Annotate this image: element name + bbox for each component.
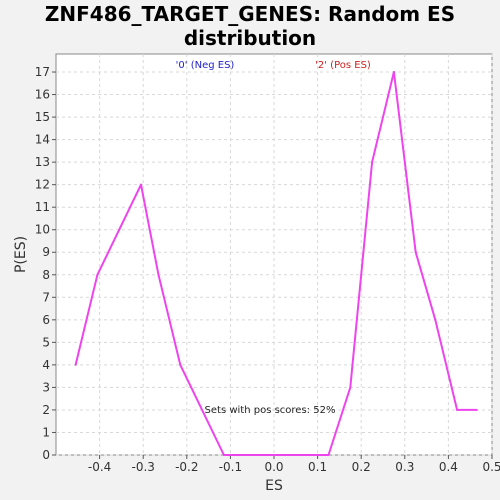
data-point (118, 228, 121, 231)
data-point (456, 408, 459, 411)
x-tick-label: 0.1 (308, 460, 327, 474)
y-tick-label: 14 (35, 133, 50, 147)
x-tick-label: 0.5 (482, 460, 500, 474)
y-tick-label: 8 (42, 268, 50, 282)
x-tick-label: 0.4 (439, 460, 458, 474)
data-point (140, 183, 143, 186)
y-tick-label: 1 (42, 425, 50, 439)
data-point (157, 273, 160, 276)
y-tick-label: 17 (35, 65, 50, 79)
x-axis-label: ES (265, 478, 283, 494)
y-tick-label: 6 (42, 313, 50, 327)
y-tick-label: 11 (35, 200, 50, 214)
chart-title-line1: ZNF486_TARGET_GENES: Random ES (44, 2, 456, 26)
y-tick-label: 5 (42, 335, 50, 349)
series-group (74, 71, 478, 456)
data-point (74, 363, 77, 366)
x-tick-label: -0.3 (131, 460, 154, 474)
y-tick-label: 15 (35, 110, 50, 124)
y-tick-label: 9 (42, 245, 50, 259)
chart-title: ZNF486_TARGET_GENES: Random ES distribut… (0, 2, 500, 50)
y-tick-label: 2 (42, 403, 50, 417)
data-point (242, 454, 245, 456)
x-tick-label: 0.2 (352, 460, 371, 474)
data-point (96, 273, 99, 276)
y-tick-label: 4 (42, 358, 50, 372)
pos-scores-annotation: Sets with pos scores: 52% (205, 405, 336, 416)
data-point (273, 454, 275, 456)
y-tick-label: 16 (35, 88, 50, 102)
data-point (327, 454, 330, 456)
data-point (349, 386, 352, 389)
y-tick-label: 7 (42, 290, 50, 304)
data-point (475, 408, 478, 411)
grid (56, 54, 493, 456)
y-tick-label: 12 (35, 178, 50, 192)
data-point (179, 363, 182, 366)
pos-es-label: '2' (Pos ES) (315, 60, 371, 71)
x-tick-label: -0.4 (88, 460, 111, 474)
data-point (434, 318, 437, 321)
data-point (222, 454, 225, 456)
data-point (303, 454, 306, 456)
data-point (371, 161, 374, 164)
chart-title-line2: distribution (183, 26, 317, 50)
neg-es-label: '0' (Neg ES) (176, 60, 235, 71)
y-tick-label: 0 (42, 448, 50, 462)
series-line (74, 71, 477, 456)
y-tick-label: 10 (35, 223, 50, 237)
y-tick-label: 13 (35, 155, 50, 169)
data-point (392, 71, 395, 74)
x-tick-label: -0.2 (175, 460, 198, 474)
x-tick-label: 0.3 (395, 460, 414, 474)
data-point (414, 251, 417, 254)
y-axis-label: P(ES) (13, 236, 29, 273)
y-tick-label: 3 (42, 380, 50, 394)
x-tick-label: -0.1 (219, 460, 242, 474)
x-tick-label: 0.0 (264, 460, 283, 474)
